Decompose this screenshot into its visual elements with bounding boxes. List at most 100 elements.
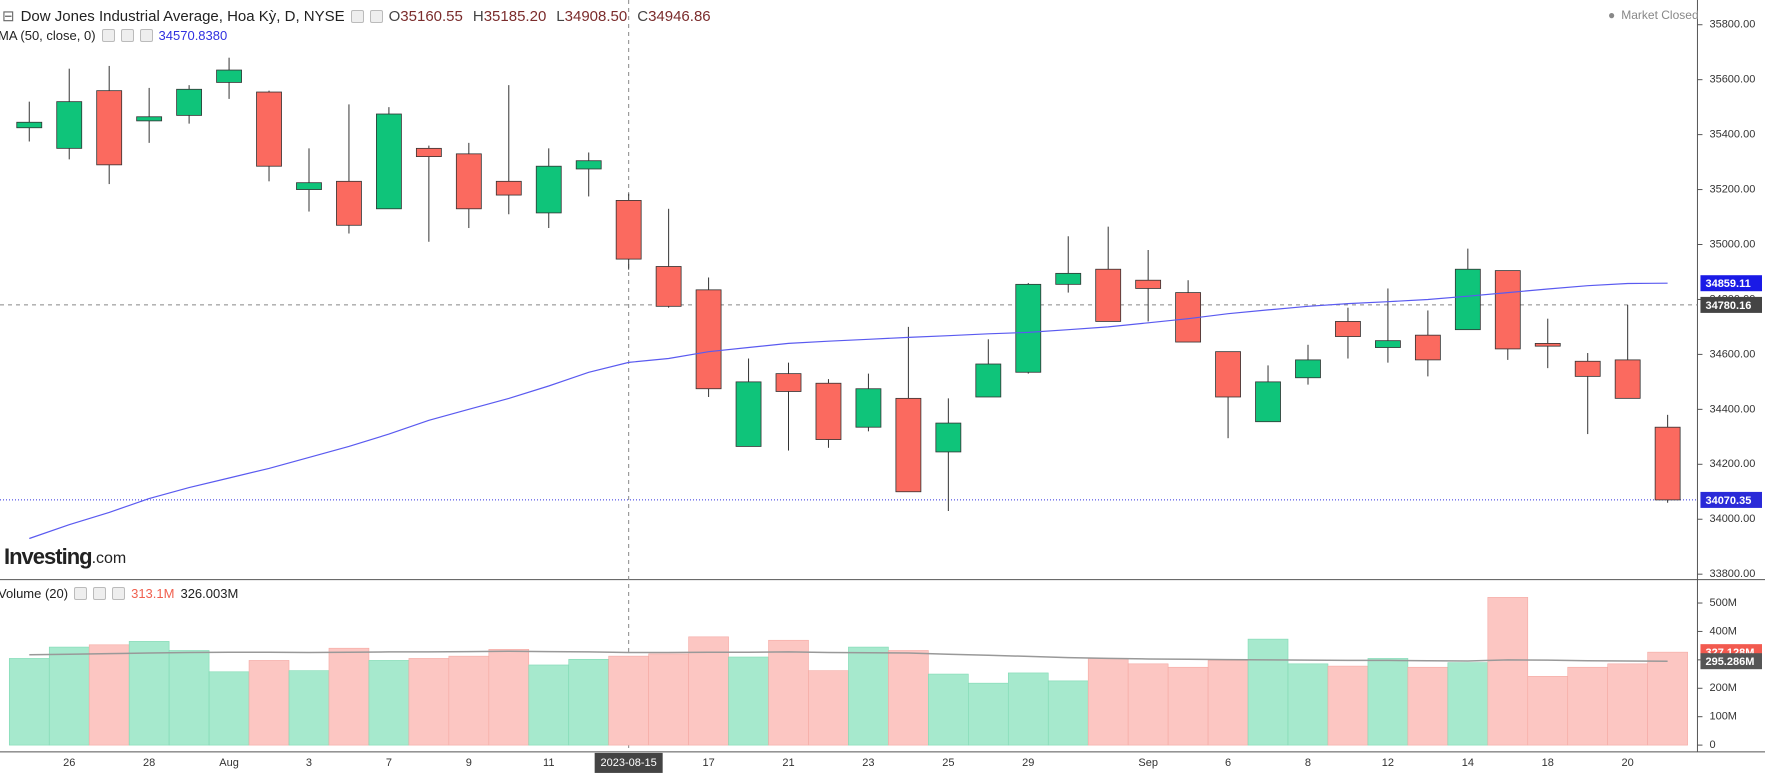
- axis-value-label: 34780.16: [1705, 300, 1751, 312]
- x-tick-label: 26: [63, 757, 75, 769]
- x-tick-label: 18: [1542, 757, 1554, 769]
- x-tick-label: 14: [1462, 757, 1474, 769]
- volume-bar: [1447, 662, 1489, 746]
- volume-legend: Volume (20) 313.1M 326.003M: [0, 586, 238, 601]
- ohlc-key: O: [388, 7, 401, 25]
- candle-body: [56, 101, 83, 149]
- y-tick-label: 35000.00: [1709, 238, 1755, 250]
- x-tick-label: 25: [942, 757, 954, 769]
- candle-body: [615, 200, 642, 260]
- logo-text: Investing: [4, 544, 93, 569]
- x-tick-label: Aug: [219, 757, 239, 769]
- candle-body: [96, 90, 123, 166]
- ma-legend: MA (50, close, 0) 34570.8380: [0, 28, 227, 43]
- candle-body: [1654, 426, 1681, 501]
- ohlc: O35160.55 H35185.20 L34908.50 C34946.86: [389, 8, 711, 25]
- axis-value-box: [1700, 653, 1762, 670]
- y-tick-label: 400M: [1709, 625, 1737, 637]
- volume-bar: [1527, 676, 1569, 746]
- candle-body: [336, 180, 362, 226]
- candle-body: [1215, 351, 1241, 398]
- candle-body: [256, 91, 282, 167]
- volume-bar: [528, 664, 570, 746]
- icon[interactable]: [93, 587, 107, 600]
- volume-bar: [688, 636, 729, 746]
- x-tick-label: 3: [306, 757, 312, 769]
- ohlc-text: 35160.55: [400, 7, 463, 25]
- x-tick-label: 28: [143, 757, 155, 769]
- volume-bar: [48, 646, 90, 746]
- candle-body: [935, 422, 962, 453]
- volume-bar: [208, 671, 250, 746]
- candle-body: [176, 88, 203, 116]
- candle-body: [296, 182, 322, 190]
- volume-bar: [448, 655, 490, 746]
- axis-value-label: 295.286M: [1705, 656, 1754, 668]
- volume-bar: [808, 670, 849, 746]
- candle-body: [535, 165, 562, 214]
- volume-bar: [608, 655, 649, 746]
- volume-bar: [488, 649, 530, 746]
- candle-body: [815, 382, 842, 440]
- y-tick-label: 34200.00: [1709, 458, 1755, 470]
- ohlc-item: C34946.86: [637, 8, 710, 25]
- volume-bar: [648, 653, 689, 746]
- volume-bar: [848, 646, 889, 746]
- icon[interactable]: [112, 587, 126, 600]
- icon[interactable]: [74, 587, 88, 600]
- candle-body: [575, 160, 602, 170]
- y-tick-label: 200M: [1709, 682, 1737, 694]
- x-tick-label: Sep: [1138, 757, 1158, 769]
- candle-body: [1015, 283, 1042, 373]
- candle-body: [455, 153, 482, 210]
- candle-body: [216, 69, 242, 83]
- volume-bar: [968, 682, 1009, 746]
- volume-title: Volume (20): [0, 586, 69, 601]
- candle-body: [1295, 359, 1321, 379]
- ma-value: 34570.8380: [158, 28, 228, 43]
- icon[interactable]: [139, 29, 153, 42]
- ohlc-key: L: [556, 7, 565, 25]
- candle-body: [655, 266, 682, 307]
- volume-bar: [568, 658, 609, 746]
- x-tick-label: 20: [1622, 757, 1634, 769]
- volume-bar: [1207, 660, 1249, 746]
- x-tick-label: 9: [466, 757, 472, 769]
- ohlc-item: L34908.50: [556, 8, 627, 25]
- x-tick-label: 12: [1382, 757, 1394, 769]
- axis-value-box: [1700, 491, 1762, 508]
- x-tick-label: 6: [1225, 757, 1231, 769]
- candle-body: [1255, 381, 1281, 423]
- candle-body: [1135, 279, 1162, 289]
- candle-body: [695, 289, 722, 390]
- candle-body: [415, 147, 442, 157]
- y-tick-label: 33800.00: [1709, 568, 1755, 580]
- candle-body: [1414, 334, 1441, 361]
- x-tick-label: 7: [386, 757, 392, 769]
- candle-body: [376, 113, 402, 210]
- icon[interactable]: [101, 29, 115, 42]
- icon[interactable]: [369, 9, 383, 23]
- ma-name: MA (50, close, 0): [0, 28, 96, 43]
- volume-bar: [368, 660, 410, 746]
- x-tick-label: 8: [1305, 757, 1311, 769]
- volume-bar: [1247, 638, 1289, 746]
- volume-bar: [1087, 658, 1129, 746]
- volume-bar: [1367, 658, 1409, 746]
- volume-bar: [888, 650, 929, 746]
- y-tick-label: 34600.00: [1709, 348, 1755, 360]
- icon[interactable]: [350, 9, 364, 23]
- axis-value-label: 34070.35: [1705, 495, 1751, 507]
- y-tick-label: 100M: [1709, 711, 1737, 723]
- axis-value-box: [1700, 275, 1762, 292]
- candle-body: [1454, 268, 1481, 331]
- candle-body: [495, 180, 522, 196]
- volume-bar: [1167, 666, 1209, 746]
- icon[interactable]: [120, 29, 134, 42]
- menu-icon[interactable]: ⊟: [2, 8, 15, 25]
- y-tick-label: 34000.00: [1709, 513, 1755, 525]
- y-tick-label: 35800.00: [1709, 19, 1755, 31]
- candle-body: [775, 373, 802, 392]
- volume-bar: [128, 641, 170, 746]
